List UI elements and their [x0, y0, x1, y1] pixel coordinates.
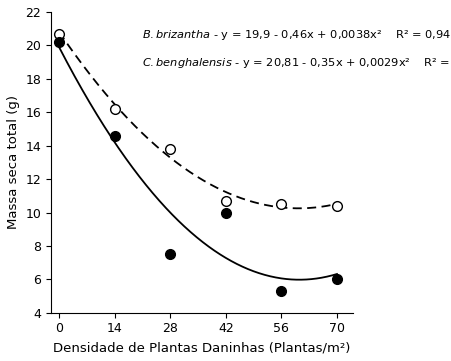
Text: $\it{C. benghalensis}$ - y = 20,81 - 0,35x + 0,0029x²    R² = 0,97: $\it{C. benghalensis}$ - y = 20,81 - 0,3… — [141, 56, 451, 70]
X-axis label: Densidade de Plantas Daninhas (Plantas/m²): Densidade de Plantas Daninhas (Plantas/m… — [53, 341, 350, 354]
Text: $\it{B. brizantha}$ - y = 19,9 - 0,46x + 0,0038x²    R² = 0,94: $\it{B. brizantha}$ - y = 19,9 - 0,46x +… — [141, 29, 450, 43]
Y-axis label: Massa seca total (g): Massa seca total (g) — [7, 95, 20, 229]
